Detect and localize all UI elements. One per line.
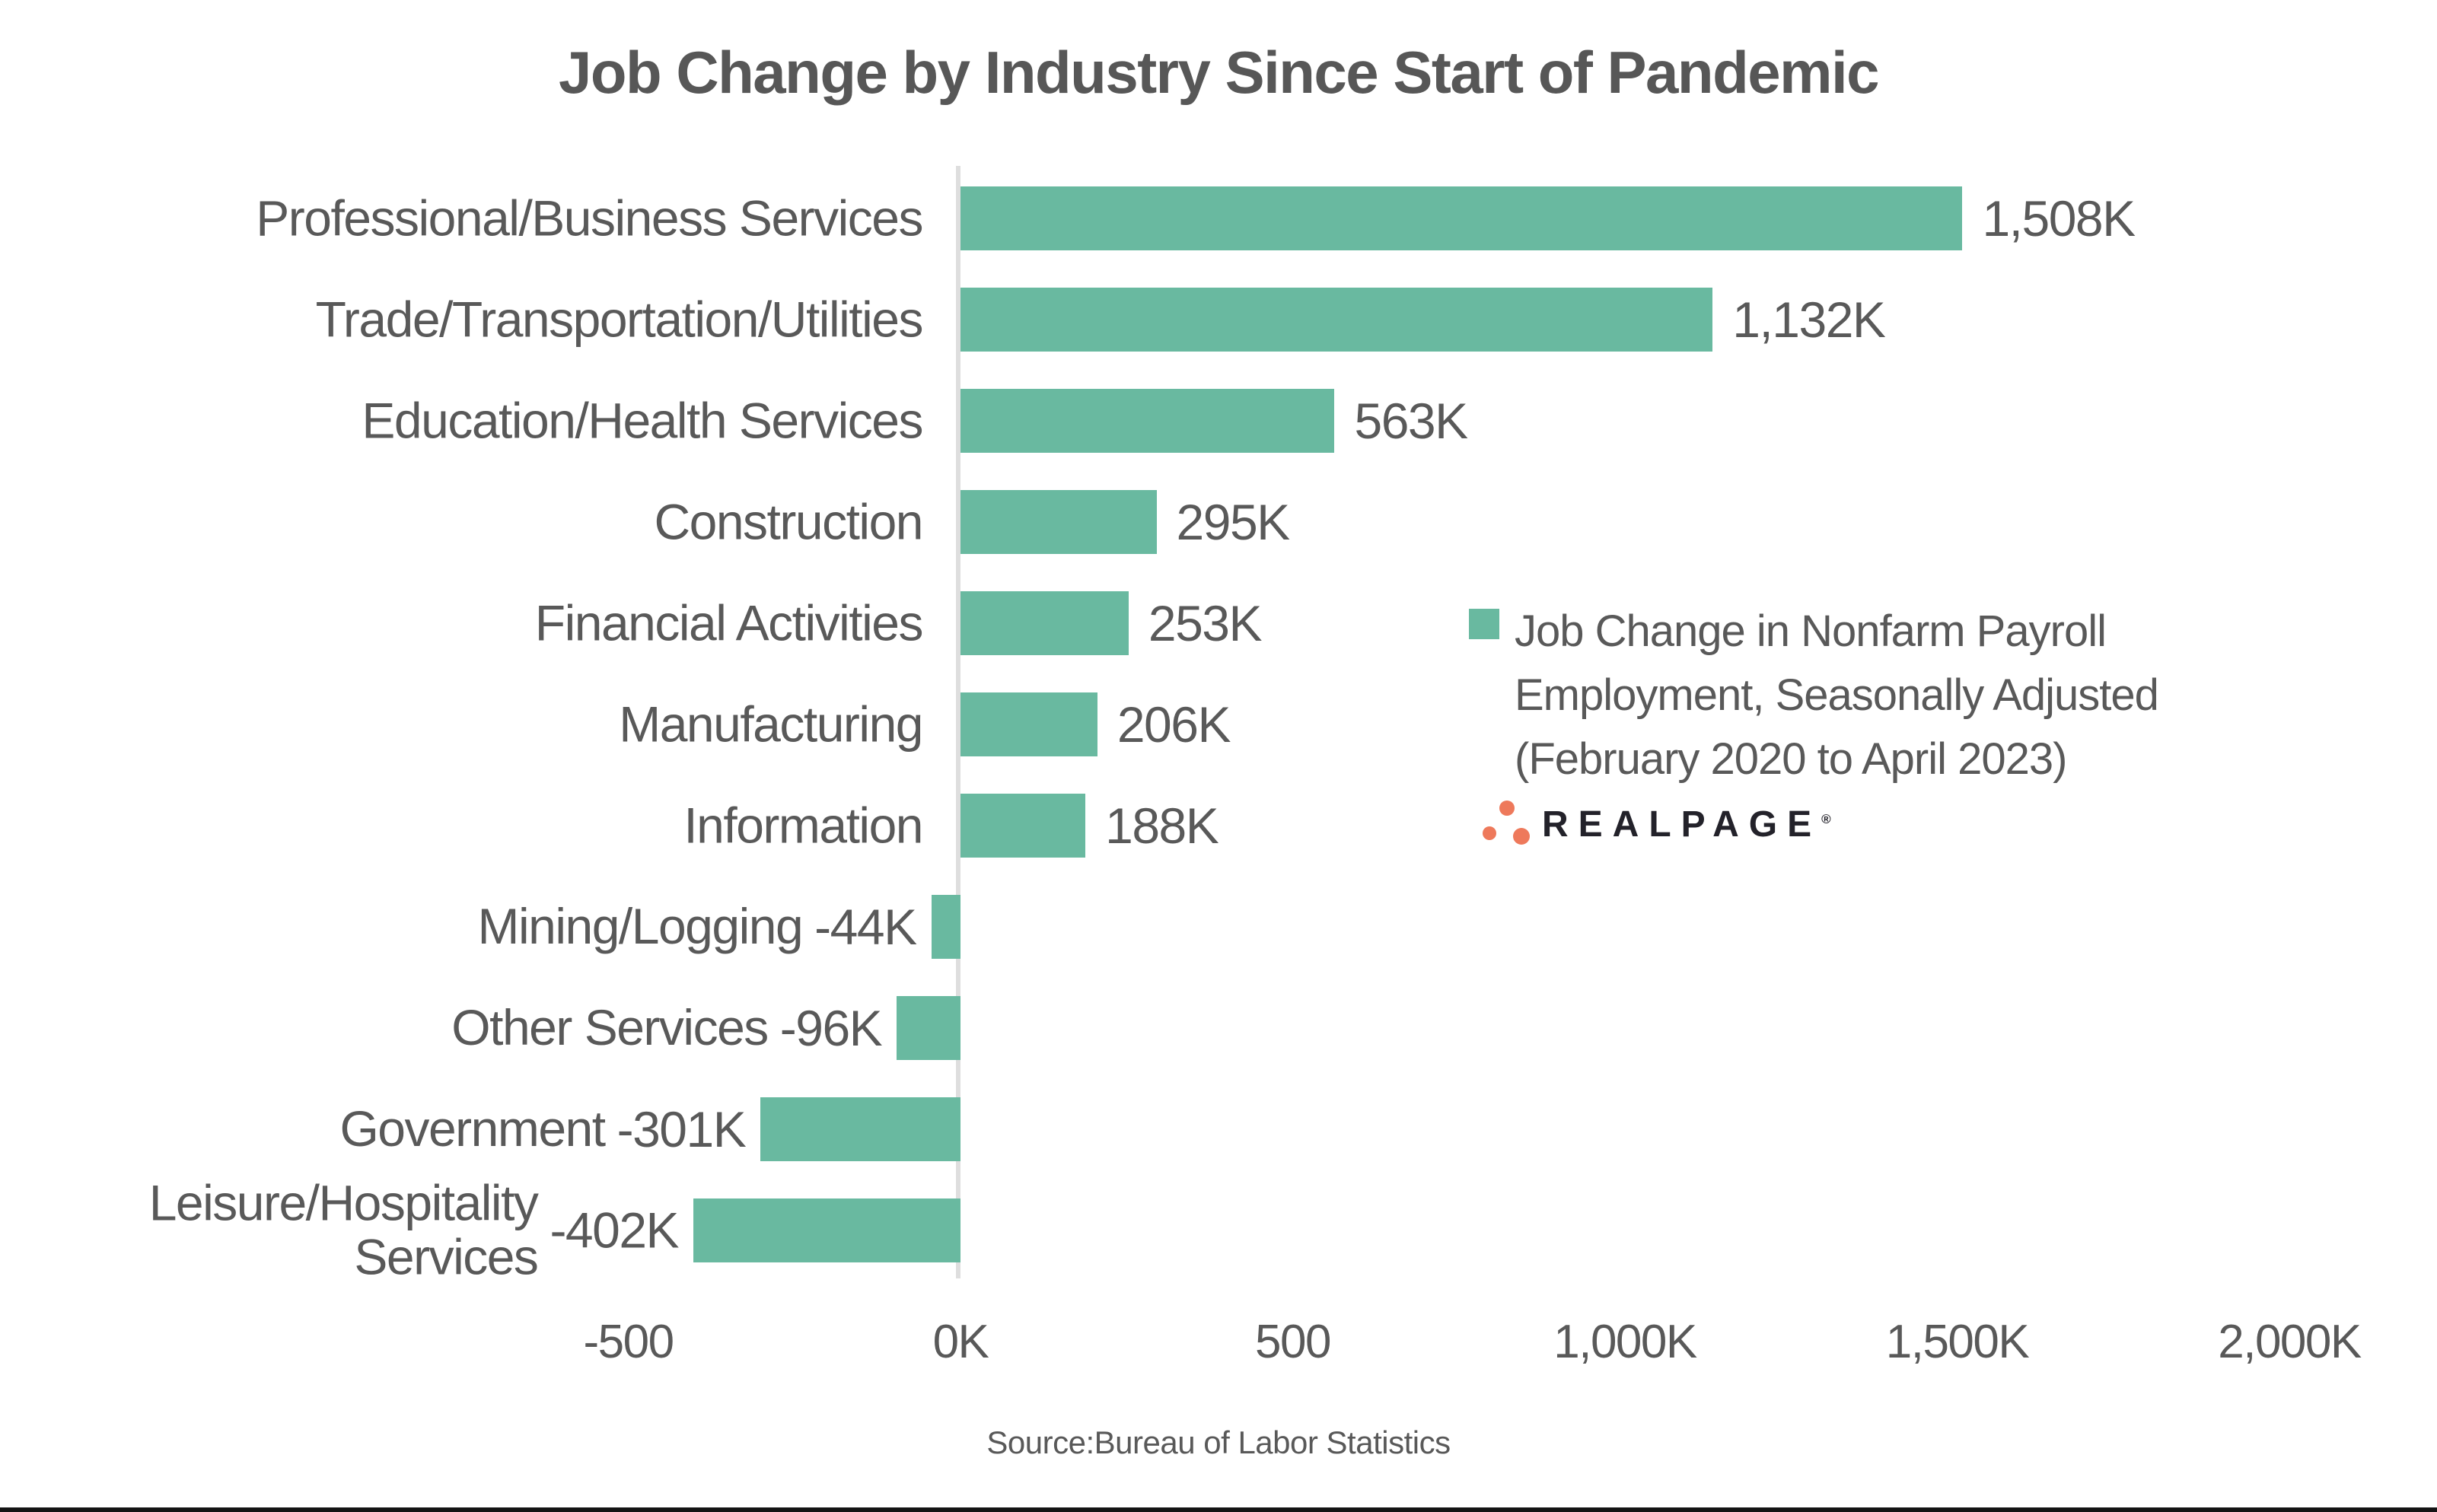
category-label: Government	[339, 1100, 606, 1157]
legend-line-2: Employment, Seasonally Adjusted	[1515, 670, 2159, 720]
category-and-value-group: Leisure/Hospitality Services -402K	[148, 1174, 680, 1285]
bottom-border-line	[0, 1507, 2437, 1512]
value-label: 188K	[1105, 797, 1219, 854]
value-label: -44K	[814, 899, 917, 955]
value-label: 206K	[1117, 696, 1231, 753]
chart-title: Job Change by Industry Since Start of Pa…	[558, 39, 1880, 106]
registered-trademark-symbol: ®	[1821, 812, 1831, 826]
value-label: 295K	[1176, 494, 1291, 550]
category-label: Education/Health Services	[362, 392, 923, 449]
bar	[760, 1097, 960, 1161]
legend-line-1: Job Change in Nonfarm Payroll	[1515, 606, 2107, 656]
category-label: Financial Activities	[534, 594, 924, 651]
category-label: Mining/Logging	[477, 898, 804, 955]
value-label: 1,132K	[1732, 291, 1886, 348]
category-label: Professional/Business Services	[256, 189, 923, 247]
x-axis-tick-label: -500	[583, 1316, 674, 1368]
category-and-value-group: Mining/Logging -44K	[477, 898, 918, 956]
zero-axis-line	[956, 166, 960, 1278]
realpage-wordmark: REALPAGE®	[1542, 804, 1831, 845]
legend: Job Change in Nonfarm Payroll Employment…	[1469, 600, 2159, 791]
bar	[960, 794, 1086, 858]
bar	[931, 895, 960, 959]
bar	[960, 591, 1129, 655]
logo-dot-icon	[1483, 826, 1496, 840]
logo-dot-icon	[1513, 828, 1530, 845]
x-axis-tick-label: 2,000K	[2218, 1316, 2362, 1368]
value-label: 1,508K	[1982, 190, 2136, 247]
category-label: Leisure/Hospitality Services	[148, 1174, 539, 1285]
category-label: Trade/Transportation/Utilities	[315, 291, 924, 348]
category-label: Construction	[654, 493, 923, 550]
source-note: Source:Bureau of Labor Statistics	[986, 1424, 1451, 1460]
bar	[960, 389, 1335, 453]
bar	[693, 1198, 960, 1262]
value-label: -301K	[616, 1101, 747, 1157]
x-axis-tick-label: 1,000K	[1553, 1316, 1697, 1368]
category-label: Other Services	[451, 999, 769, 1056]
bar	[960, 186, 1963, 250]
realpage-logo: REALPAGE®	[1483, 796, 1831, 846]
bar	[960, 692, 1097, 756]
realpage-dots-icon	[1483, 796, 1531, 846]
category-label: Manufacturing	[619, 696, 923, 753]
logo-dot-icon	[1499, 801, 1515, 816]
realpage-brand-text: REALPAGE	[1542, 804, 1822, 845]
legend-line-3: (February 2020 to April 2023)	[1515, 734, 2067, 784]
value-label: 253K	[1148, 595, 1263, 651]
value-label: -96K	[779, 1000, 883, 1056]
bar	[960, 288, 1713, 352]
category-and-value-group: Other Services -96K	[451, 999, 883, 1057]
category-and-value-group: Government -301K	[339, 1100, 747, 1158]
bar	[897, 996, 960, 1060]
value-label: -402K	[550, 1202, 679, 1259]
x-axis-tick-label: 1,500K	[1885, 1316, 2030, 1368]
x-axis-tick-label: 500	[1255, 1316, 1331, 1368]
legend-label: Job Change in Nonfarm Payroll Employment…	[1515, 600, 2159, 791]
value-label: 563K	[1354, 393, 1468, 449]
x-axis-tick-label: 0K	[932, 1316, 989, 1368]
legend-marker-swatch	[1469, 609, 1499, 639]
category-label: Information	[683, 797, 923, 854]
bar	[960, 490, 1157, 554]
